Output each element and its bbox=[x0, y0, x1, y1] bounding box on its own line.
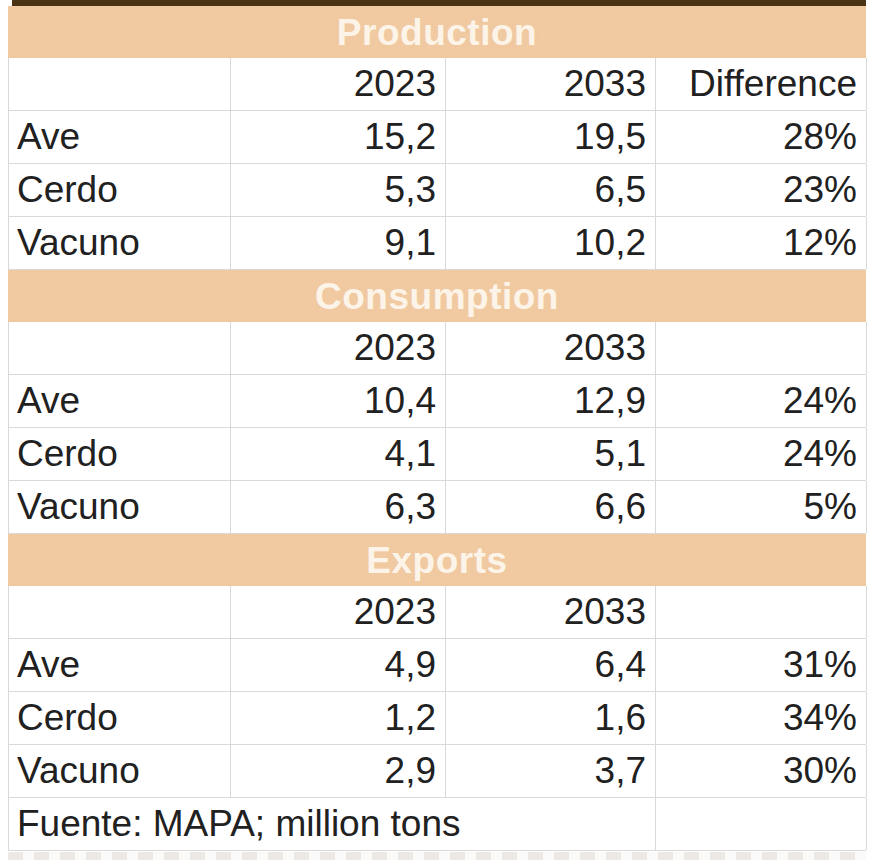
column-header-row: 20232033Difference bbox=[8, 58, 866, 111]
table-sections: Production20232033DifferenceAve15,219,52… bbox=[8, 6, 866, 798]
table-row: Vacuno9,110,212% bbox=[8, 217, 866, 270]
difference-cell: 34% bbox=[656, 692, 867, 744]
section-header-production: Production bbox=[8, 6, 866, 58]
value-2023: 6,3 bbox=[231, 481, 446, 533]
table-row: Vacuno2,93,730% bbox=[8, 745, 866, 798]
column-header: 2033 bbox=[446, 58, 656, 110]
section-header-consumption: Consumption bbox=[8, 270, 866, 322]
difference-cell: 5% bbox=[656, 481, 867, 533]
value-2033: 1,6 bbox=[446, 692, 656, 744]
value-2033: 6,5 bbox=[446, 164, 656, 216]
value-2033: 12,9 bbox=[446, 375, 656, 427]
value-2023: 15,2 bbox=[231, 111, 446, 163]
corner-cell bbox=[9, 322, 231, 374]
column-header: Difference bbox=[656, 58, 867, 110]
value-2033: 6,6 bbox=[446, 481, 656, 533]
value-2023: 4,1 bbox=[231, 428, 446, 480]
difference-cell: 24% bbox=[656, 375, 867, 427]
column-header: 2023 bbox=[231, 586, 446, 638]
table-row: Ave4,96,431% bbox=[8, 639, 866, 692]
value-2033: 5,1 bbox=[446, 428, 656, 480]
difference-cell: 24% bbox=[656, 428, 867, 480]
value-2023: 1,2 bbox=[231, 692, 446, 744]
row-label: Vacuno bbox=[9, 481, 231, 533]
difference-cell: 23% bbox=[656, 164, 867, 216]
row-label: Cerdo bbox=[9, 692, 231, 744]
column-header bbox=[656, 586, 867, 638]
row-label: Vacuno bbox=[9, 217, 231, 269]
column-header: 2033 bbox=[446, 586, 656, 638]
value-2023: 9,1 bbox=[231, 217, 446, 269]
difference-cell: 12% bbox=[656, 217, 867, 269]
row-label: Vacuno bbox=[9, 745, 231, 797]
table-row: Vacuno6,36,65% bbox=[8, 481, 866, 534]
section-header-exports: Exports bbox=[8, 534, 866, 586]
table-row: Cerdo1,21,634% bbox=[8, 692, 866, 745]
corner-cell bbox=[9, 58, 231, 110]
empty-cell bbox=[656, 798, 867, 850]
value-2033: 19,5 bbox=[446, 111, 656, 163]
value-2023: 2,9 bbox=[231, 745, 446, 797]
value-2023: 10,4 bbox=[231, 375, 446, 427]
difference-cell: 28% bbox=[656, 111, 867, 163]
table-row: Ave15,219,528% bbox=[8, 111, 866, 164]
value-2033: 6,4 bbox=[446, 639, 656, 691]
column-header-row: 20232033 bbox=[8, 322, 866, 375]
row-label: Ave bbox=[9, 375, 231, 427]
column-header: 2023 bbox=[231, 58, 446, 110]
column-header: 2033 bbox=[446, 322, 656, 374]
row-label: Ave bbox=[9, 639, 231, 691]
corner-cell bbox=[9, 586, 231, 638]
value-2023: 5,3 bbox=[231, 164, 446, 216]
table-row: Cerdo4,15,124% bbox=[8, 428, 866, 481]
column-header: 2023 bbox=[231, 322, 446, 374]
value-2033: 3,7 bbox=[446, 745, 656, 797]
table-row: Cerdo5,36,523% bbox=[8, 164, 866, 217]
table-row: Ave10,412,924% bbox=[8, 375, 866, 428]
row-label: Cerdo bbox=[9, 164, 231, 216]
difference-cell: 30% bbox=[656, 745, 867, 797]
row-label: Cerdo bbox=[9, 428, 231, 480]
source-note: Fuente: MAPA; million tons bbox=[9, 798, 656, 850]
bottom-crop-artifact bbox=[8, 852, 866, 860]
source-row: Fuente: MAPA; million tons bbox=[8, 798, 866, 851]
column-header-row: 20232033 bbox=[8, 586, 866, 639]
column-header bbox=[656, 322, 867, 374]
row-label: Ave bbox=[9, 111, 231, 163]
value-2033: 10,2 bbox=[446, 217, 656, 269]
difference-cell: 31% bbox=[656, 639, 867, 691]
value-2023: 4,9 bbox=[231, 639, 446, 691]
data-table: Production20232033DifferenceAve15,219,52… bbox=[8, 0, 866, 860]
